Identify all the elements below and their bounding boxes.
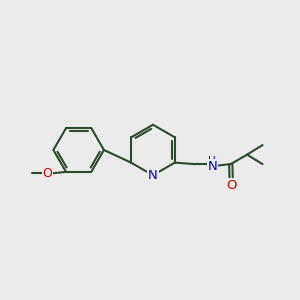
Text: H: H <box>208 156 216 166</box>
Text: N: N <box>207 160 217 173</box>
Text: O: O <box>43 167 52 180</box>
Text: N: N <box>148 169 158 182</box>
Text: O: O <box>226 179 237 192</box>
